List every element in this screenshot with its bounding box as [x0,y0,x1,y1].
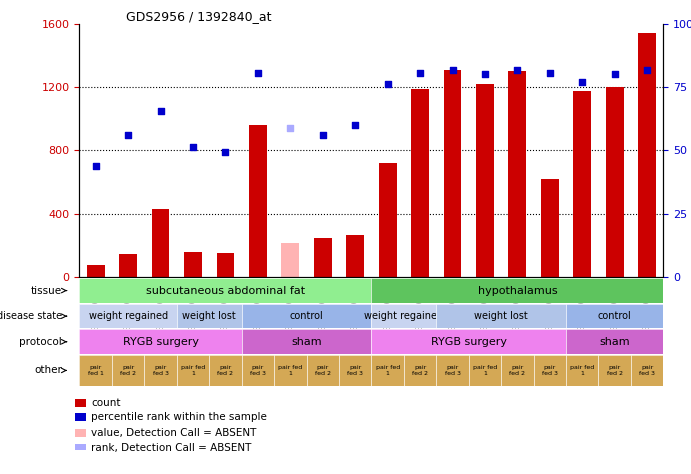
Text: pair
fed 3: pair fed 3 [347,365,363,376]
Text: percentile rank within the sample: percentile rank within the sample [91,412,267,422]
Text: control: control [598,311,632,321]
Point [480,71,491,78]
Bar [216,253,234,277]
Text: tissue: tissue [31,285,62,296]
Point [350,121,361,129]
Point [447,66,458,73]
Bar [87,265,104,277]
Text: sham: sham [599,337,630,347]
Point [642,66,653,73]
Point [609,70,621,77]
Point [545,69,556,77]
Point [285,125,296,132]
Text: rank, Detection Call = ABSENT: rank, Detection Call = ABSENT [91,443,252,453]
Text: control: control [290,311,323,321]
Text: pair
fed 2: pair fed 2 [120,365,136,376]
Text: pair
fed 2: pair fed 2 [315,365,331,376]
Text: sham: sham [291,337,322,347]
Bar [184,252,202,277]
Text: pair
fed 3: pair fed 3 [153,365,169,376]
Text: RYGB surgery: RYGB surgery [122,337,198,347]
Point [90,163,101,170]
Bar [75,444,86,452]
Bar [249,125,267,277]
Bar [606,87,623,277]
Bar [281,243,299,277]
Point [512,66,523,73]
Bar [75,429,86,437]
Bar [151,209,169,277]
Point [155,107,166,115]
Bar [314,237,332,277]
Text: pair
fed 3: pair fed 3 [250,365,266,376]
Text: pair
fed 3: pair fed 3 [639,365,655,376]
Text: other: other [34,365,62,375]
Text: pair fed
1: pair fed 1 [278,365,303,376]
Text: pair fed
1: pair fed 1 [473,365,497,376]
Point [187,144,198,151]
Text: subcutaneous abdominal fat: subcutaneous abdominal fat [146,285,305,296]
Text: pair
fed 1: pair fed 1 [88,365,104,376]
Bar [346,235,364,277]
Text: value, Detection Call = ABSENT: value, Detection Call = ABSENT [91,428,256,438]
Text: weight regained: weight regained [88,311,168,321]
Text: pair
fed 2: pair fed 2 [509,365,525,376]
Bar [75,413,86,421]
Text: protocol: protocol [19,337,62,347]
Bar [75,399,86,407]
Text: weight lost: weight lost [182,311,236,321]
Text: pair
fed 3: pair fed 3 [444,365,460,376]
Text: RYGB surgery: RYGB surgery [430,337,507,347]
Text: pair
fed 2: pair fed 2 [607,365,623,376]
Text: pair
fed 2: pair fed 2 [218,365,234,376]
Point [220,148,231,156]
Text: weight regained: weight regained [364,311,444,321]
Text: pair fed
1: pair fed 1 [570,365,594,376]
Text: pair
fed 2: pair fed 2 [412,365,428,376]
Point [252,69,263,77]
Text: disease state: disease state [0,311,62,321]
Point [415,69,426,77]
Bar [411,89,429,277]
Bar [574,91,591,277]
Point [577,79,588,86]
Bar [638,33,656,277]
Text: pair fed
1: pair fed 1 [181,365,205,376]
Bar [541,179,559,277]
Bar [379,163,397,277]
Text: pair
fed 3: pair fed 3 [542,365,558,376]
Bar [444,70,462,277]
Bar [476,84,494,277]
Text: count: count [91,398,120,408]
Point [317,131,328,138]
Text: hypothalamus: hypothalamus [477,285,557,296]
Text: pair fed
1: pair fed 1 [375,365,400,376]
Point [382,80,393,88]
Text: GDS2956 / 1392840_at: GDS2956 / 1392840_at [126,9,272,23]
Text: weight lost: weight lost [474,311,528,321]
Bar [120,254,137,277]
Point [122,131,133,138]
Bar [509,71,527,277]
